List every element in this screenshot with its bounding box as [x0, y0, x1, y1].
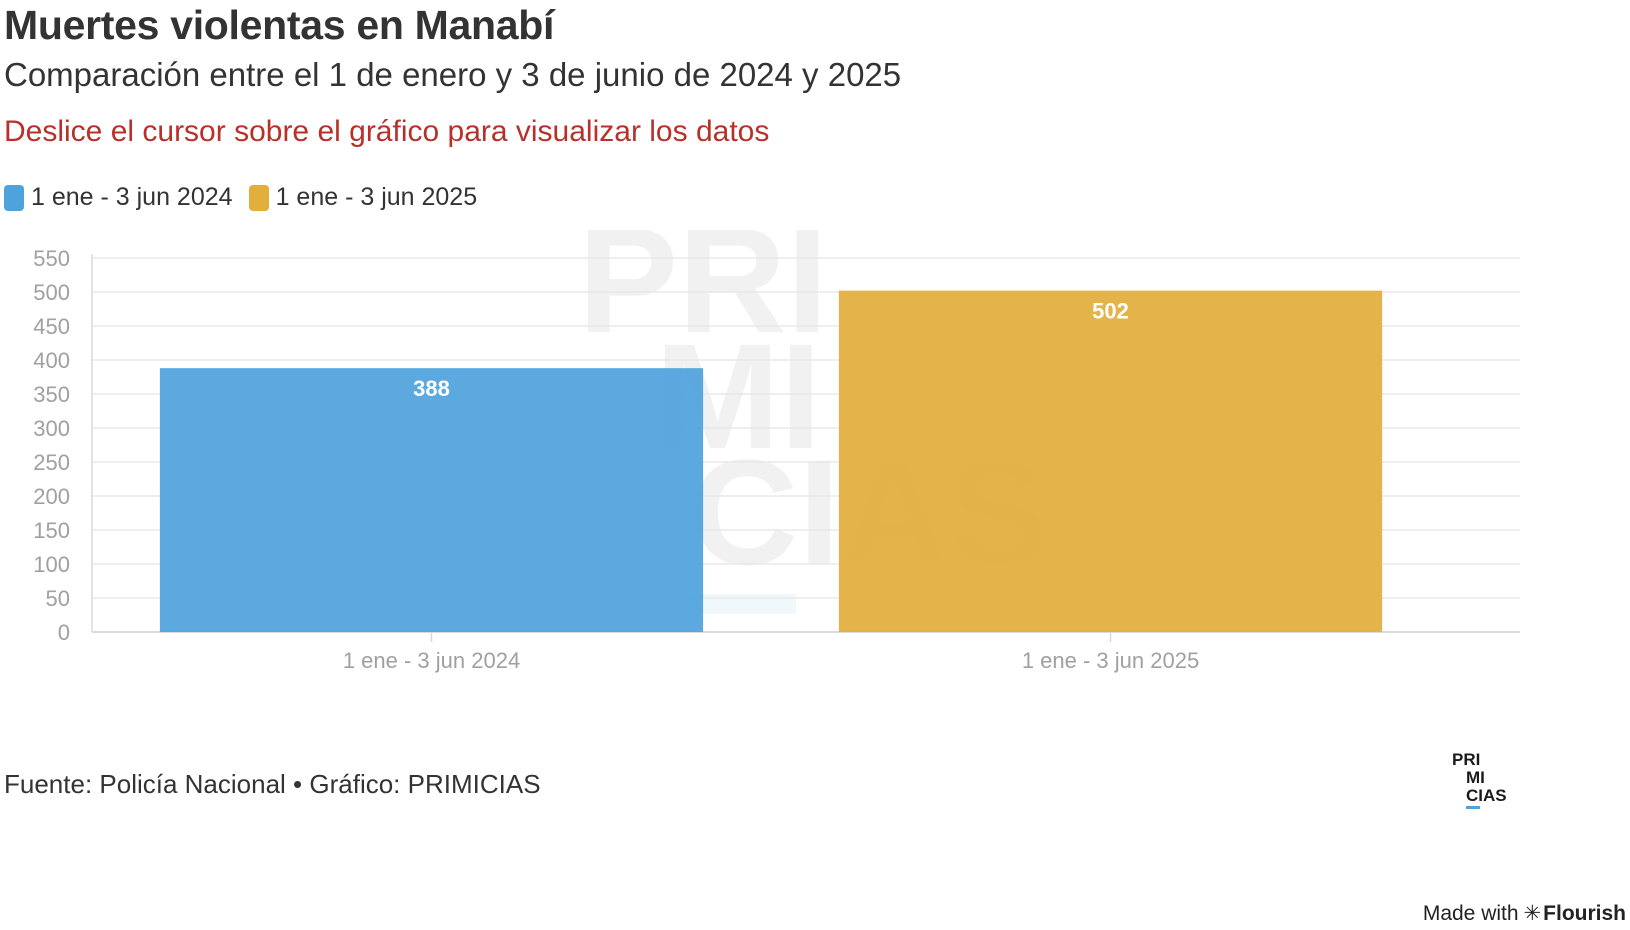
y-tick-label: 300 — [33, 416, 70, 441]
x-axis: 1 ene - 3 jun 2024 1 ene - 3 jun 2025 — [343, 632, 1199, 673]
y-tick-label: 0 — [58, 620, 70, 645]
y-tick-label: 100 — [33, 552, 70, 577]
hover-instruction: Deslice el cursor sobre el gráfico para … — [4, 115, 770, 148]
chart-subtitle: Comparación entre el 1 de enero y 3 de j… — [4, 56, 902, 93]
y-tick-label: 500 — [33, 280, 70, 305]
legend: 1 ene - 3 jun 2024 1 ene - 3 jun 2025 — [4, 183, 493, 212]
bar-value-label: 502 — [1092, 299, 1129, 324]
source-credit: Fuente: Policía Nacional • Gráfico: PRIM… — [4, 769, 541, 799]
y-tick-label: 400 — [33, 348, 70, 373]
bar-value-label: 388 — [413, 376, 450, 401]
flourish-credit[interactable]: Made with ✳ Flourish — [1423, 901, 1626, 926]
flourish-star-icon: ✳ — [1523, 902, 1542, 925]
x-tick-label: 1 ene - 3 jun 2025 — [1022, 648, 1199, 673]
made-with-label: Made with — [1422, 901, 1519, 925]
y-tick-label: 550 — [33, 246, 70, 271]
x-tick-label: 1 ene - 3 jun 2024 — [343, 648, 520, 673]
y-tick-label: 350 — [33, 382, 70, 407]
y-tick-label: 150 — [33, 518, 70, 543]
legend-swatch-2025 — [248, 184, 269, 211]
y-tick-label: 250 — [33, 450, 70, 475]
logo-line-cias: CIAS — [1466, 786, 1507, 805]
bar[interactable] — [159, 368, 704, 632]
legend-label-2025: 1 ene - 3 jun 2025 — [275, 183, 478, 211]
logo-line-pri: PRI — [1452, 751, 1480, 769]
legend-swatch-2024 — [4, 184, 24, 211]
bar-chart: PRIMICIAS 050100150200250300350400450500… — [33, 230, 1520, 673]
legend-item-2024[interactable]: 1 ene - 3 jun 2024 — [4, 183, 233, 212]
watermark-accent — [690, 594, 796, 614]
watermark-text: PRI — [578, 230, 828, 364]
y-axis-ticks: 0 50 100 150 200 250 300 350 400 450 500 550 — [33, 246, 70, 645]
bars: 388 502 — [159, 290, 1383, 632]
primicias-logo: PRI MI CIAS — [1452, 751, 1507, 809]
y-tick-label: 450 — [33, 314, 70, 339]
flourish-brand: Flourish — [1543, 901, 1626, 925]
chart-title: Muertes violentas en Manabí — [4, 2, 555, 48]
legend-label-2024: 1 ene - 3 jun 2024 — [31, 183, 233, 211]
y-tick-label: 50 — [46, 586, 70, 611]
bar[interactable] — [838, 290, 1383, 632]
legend-item-2025[interactable]: 1 ene - 3 jun 2025 — [248, 183, 478, 212]
y-tick-label: 200 — [33, 484, 70, 509]
logo-line-mi: MI — [1466, 768, 1485, 787]
logo-accent-bar — [1466, 806, 1480, 809]
